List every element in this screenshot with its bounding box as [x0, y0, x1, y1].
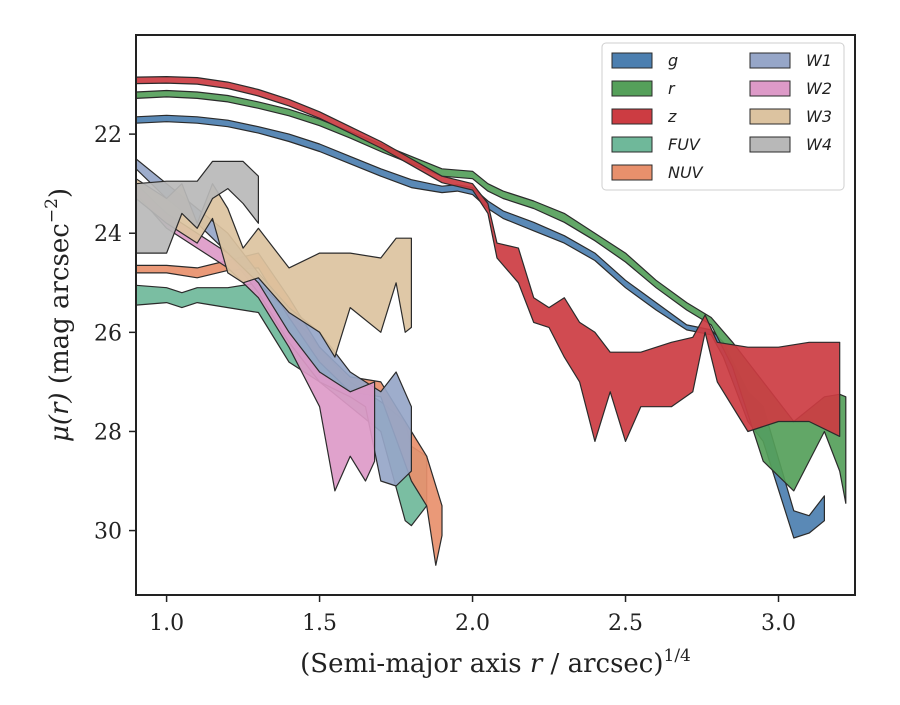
y-tick-label: 24 [94, 222, 122, 247]
x-tick-label: 2.0 [455, 611, 490, 636]
x-axis-label: (Semi-major axis r / arcsec)1/4 [300, 646, 691, 679]
y-tick-label: 22 [94, 123, 122, 148]
x-tick-label: 1.5 [302, 611, 337, 636]
legend-label: NUV [668, 163, 704, 182]
legend-label: W4 [806, 135, 832, 154]
legend-swatch [611, 52, 653, 69]
x-tick-label: 3.0 [761, 611, 796, 636]
legend-swatch [611, 108, 653, 125]
legend-label: g [668, 51, 678, 70]
y-tick-label: 30 [94, 520, 122, 545]
tick-layer: 1.0 1.5 2.0 2.5 3.0 22 24 26 28 30 [94, 123, 796, 636]
series-band-r [136, 89, 847, 504]
legend-label: W1 [806, 51, 832, 70]
series-band-w4 [136, 160, 259, 254]
legend-swatch [749, 136, 791, 153]
series-layer [136, 75, 847, 566]
legend-label: FUV [668, 135, 701, 154]
y-tick-label: 28 [94, 420, 122, 445]
series-band-w3 [136, 178, 412, 358]
x-tick-label: 1.0 [149, 611, 184, 636]
legend-swatch [611, 136, 653, 153]
y-tick-label: 26 [94, 321, 122, 346]
legend-swatch [611, 80, 653, 97]
legend-label: z [667, 107, 677, 126]
legend-label: W2 [806, 79, 832, 98]
legend-label: r [668, 79, 676, 98]
legend-swatch [749, 80, 791, 97]
legend-swatch [749, 52, 791, 69]
x-tick-label: 2.5 [608, 611, 643, 636]
legend: grz FUV NUV W1 W2 W3 W4 [601, 42, 845, 191]
series-band-z [136, 75, 841, 442]
legend-label: W3 [806, 107, 832, 126]
y-axis-label: μ(r) (mag arcsec−2) [42, 188, 75, 442]
legend-swatch [611, 164, 653, 181]
legend-box [601, 42, 845, 191]
plot-frame [135, 34, 856, 596]
legend-swatch [749, 108, 791, 125]
